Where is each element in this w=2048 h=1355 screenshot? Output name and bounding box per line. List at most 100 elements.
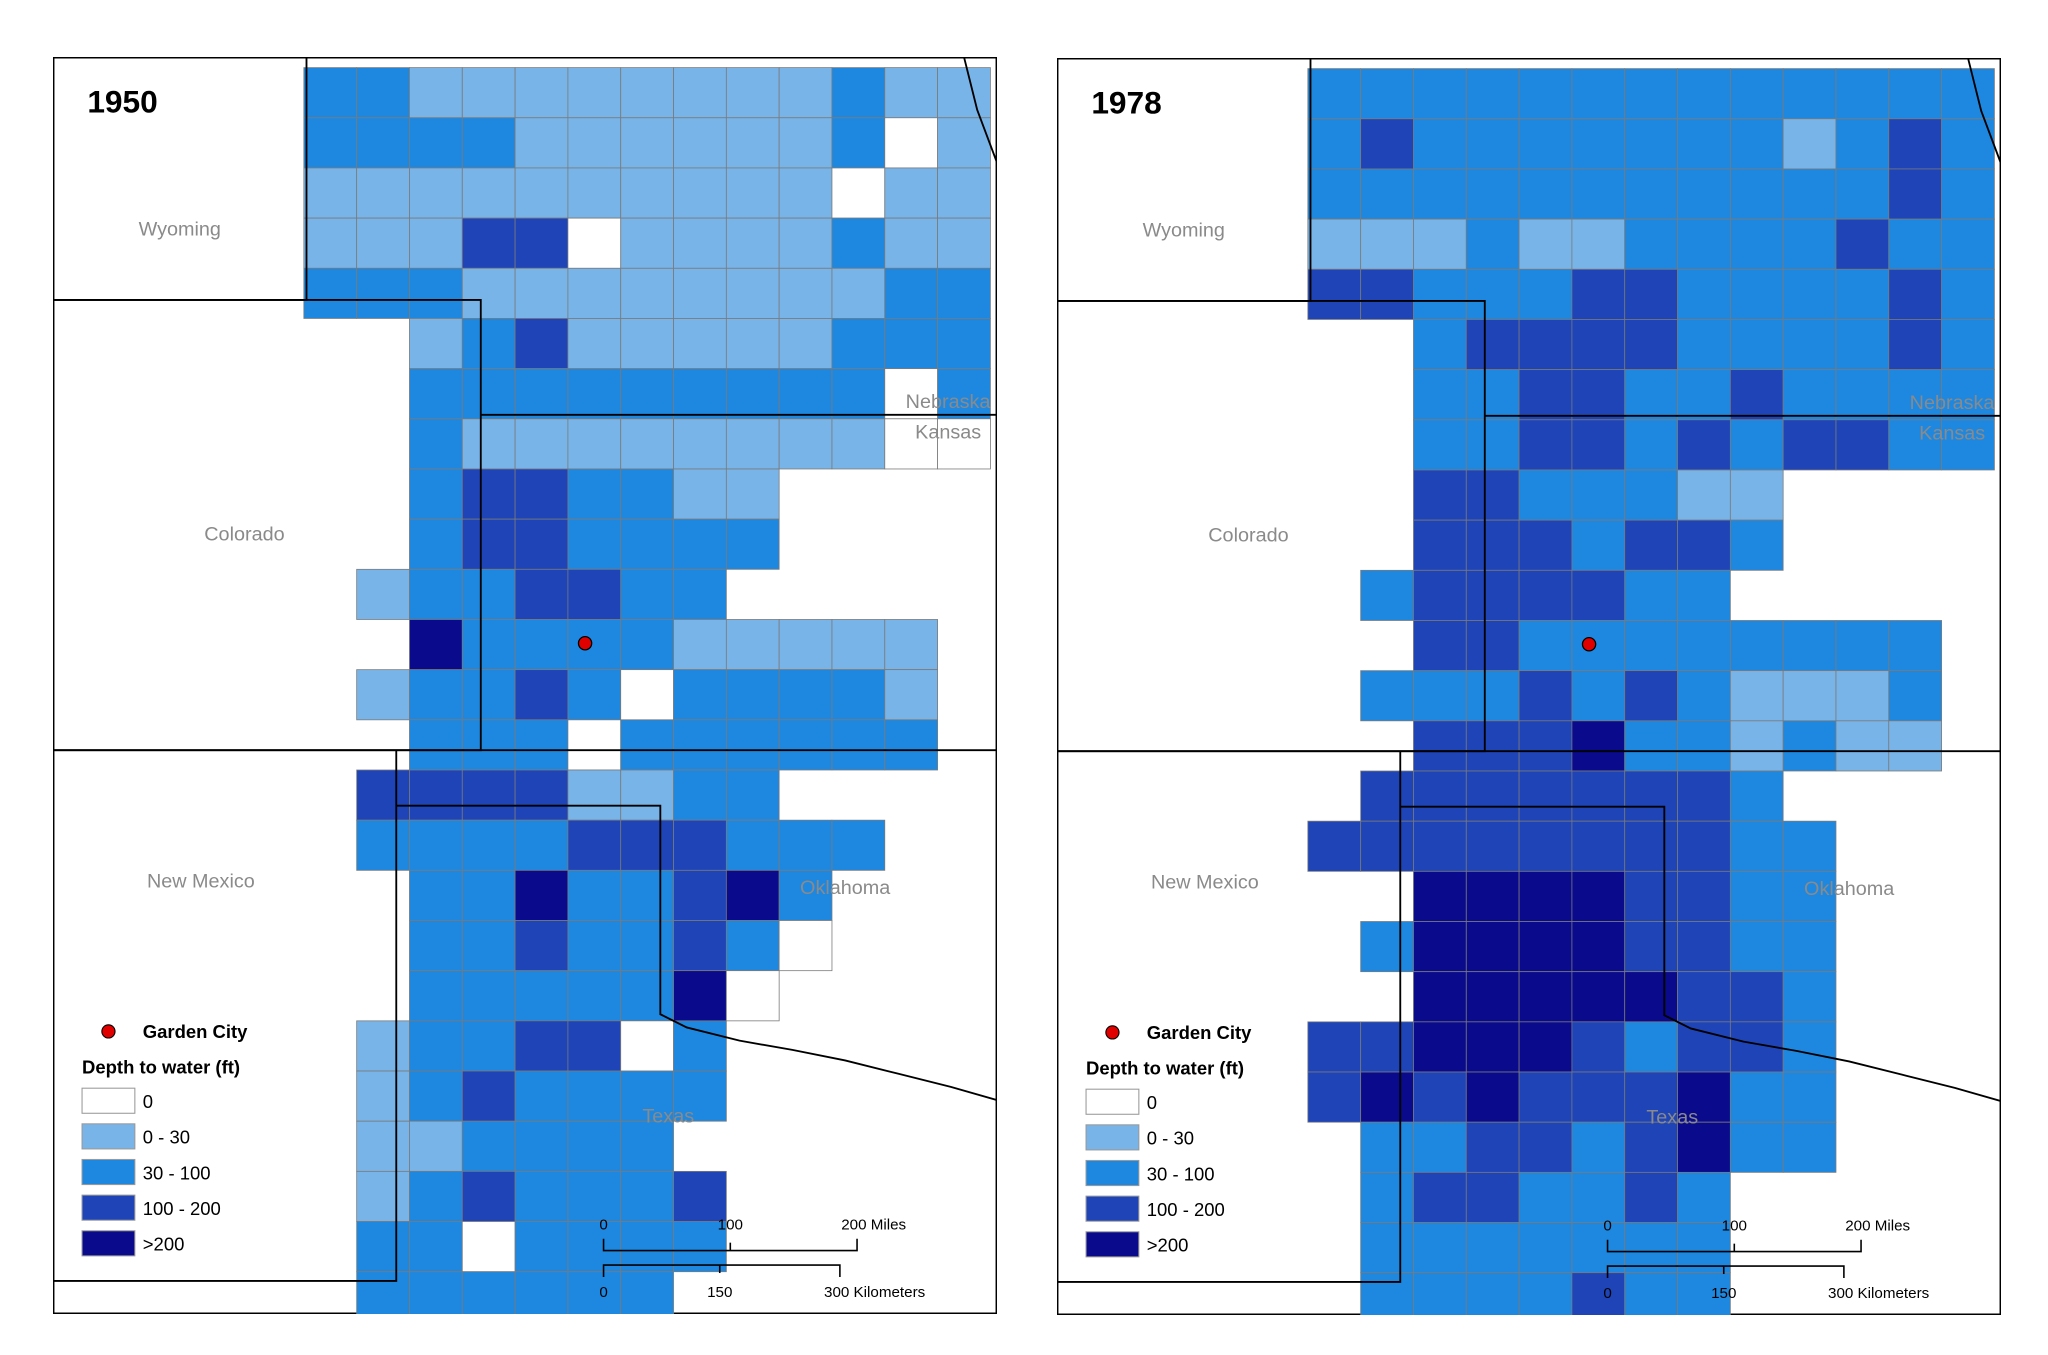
county-cell	[1624, 620, 1678, 672]
county-cell	[567, 1271, 622, 1314]
county-cell	[778, 619, 833, 671]
county-cell	[620, 819, 674, 871]
county-cell	[461, 819, 516, 871]
county-cell	[1518, 620, 1573, 672]
county-cell	[356, 217, 410, 269]
county-cell	[1677, 68, 1731, 120]
county-cell	[1888, 268, 1942, 320]
county-cell	[1571, 369, 1626, 421]
county-cell	[356, 1020, 410, 1072]
county-cell	[1518, 670, 1573, 722]
county-cell	[1518, 419, 1573, 471]
county-cell	[673, 619, 727, 671]
county-cell	[1413, 1071, 1467, 1123]
county-cell	[409, 819, 463, 871]
county-cell	[514, 1120, 569, 1172]
county-cell	[1677, 168, 1731, 220]
county-cell	[461, 468, 516, 520]
county-cell	[567, 117, 622, 169]
county-cell	[620, 920, 674, 972]
county-cell	[409, 920, 463, 972]
county-cell	[1307, 218, 1362, 270]
legend-city-icon	[101, 1024, 116, 1039]
county-cell	[884, 217, 938, 269]
county-cell	[461, 67, 516, 119]
county-cell	[409, 318, 463, 370]
county-cell	[514, 267, 569, 319]
county-cell	[567, 518, 622, 570]
county-cell	[1782, 68, 1837, 120]
county-cell	[1677, 519, 1731, 571]
county-cell	[1413, 670, 1467, 722]
state-label-nebraska: Nebraska	[1910, 392, 1996, 414]
scale-km-bar	[602, 1264, 841, 1277]
county-cell	[725, 769, 780, 821]
county-cell	[1782, 1071, 1837, 1123]
county-cell	[1677, 569, 1731, 621]
county-cell	[620, 418, 674, 470]
county-cell	[778, 217, 833, 269]
county-cell	[409, 1020, 463, 1072]
county-cell	[673, 468, 727, 520]
county-cell	[1518, 319, 1573, 371]
county-cell	[514, 1170, 569, 1222]
legend: Garden City Depth to water (ft) 0 0 - 30 30 …	[81, 1021, 248, 1257]
county-cell	[1729, 670, 1784, 722]
county-cell	[673, 518, 727, 570]
county-cell	[1307, 1021, 1362, 1073]
county-cell	[1729, 369, 1784, 421]
county-cell	[1888, 218, 1942, 270]
scale-miles-label: 200 Miles	[841, 1216, 906, 1233]
county-cell	[1465, 168, 1520, 220]
county-cell	[409, 1170, 463, 1222]
county-cell	[567, 719, 622, 771]
county-cell	[1518, 369, 1573, 421]
county-cell	[831, 368, 886, 420]
county-cell	[461, 970, 516, 1022]
county-cell	[831, 619, 886, 671]
county-cell	[725, 869, 780, 921]
state-label-texas: Texas	[1646, 1107, 1698, 1129]
county-cell	[1465, 569, 1520, 621]
county-cell	[1518, 1272, 1573, 1315]
scale-km-label: 0	[599, 1284, 607, 1301]
county-cell	[409, 267, 463, 319]
legend-class-label: 30 - 100	[1147, 1163, 1215, 1184]
county-cell	[1729, 1121, 1784, 1173]
county-cell	[461, 1271, 516, 1314]
county-cell	[1571, 569, 1626, 621]
county-cell	[1677, 218, 1731, 270]
map-year-title: 1978	[1091, 84, 1161, 120]
county-cell	[1624, 720, 1678, 772]
county-cell	[461, 117, 516, 169]
county-cell	[514, 719, 569, 771]
county-cell	[778, 920, 833, 972]
county-cell	[1360, 921, 1414, 973]
county-cell	[884, 669, 938, 721]
county-cell	[1518, 1021, 1573, 1073]
missouri-river	[963, 57, 997, 190]
county-cell	[1465, 870, 1520, 922]
state-label-kansas: Kansas	[915, 422, 981, 444]
county-cell	[1677, 870, 1731, 922]
scale-bar: 0 100 200 Miles 0 150 300 Kilometers	[599, 1216, 925, 1300]
county-cell	[1729, 168, 1784, 220]
county-cell	[1782, 921, 1837, 973]
legend-swatch	[81, 1123, 136, 1150]
county-cell	[409, 1221, 463, 1273]
county-cell	[461, 568, 516, 620]
county-cell	[1624, 419, 1678, 471]
scale-miles-label: 100	[1722, 1217, 1747, 1234]
county-cell	[461, 217, 516, 269]
county-cell	[1413, 1121, 1467, 1173]
county-cell	[1413, 770, 1467, 822]
county-cell	[303, 217, 358, 269]
county-cell	[620, 368, 674, 420]
county-cell	[1835, 369, 1890, 421]
county-cell	[1571, 1222, 1626, 1274]
county-cell	[673, 719, 727, 771]
county-cell	[1571, 620, 1626, 672]
county-cell	[1465, 68, 1520, 120]
state-label-wyoming: Wyoming	[1143, 219, 1225, 241]
county-cell	[1782, 118, 1837, 170]
